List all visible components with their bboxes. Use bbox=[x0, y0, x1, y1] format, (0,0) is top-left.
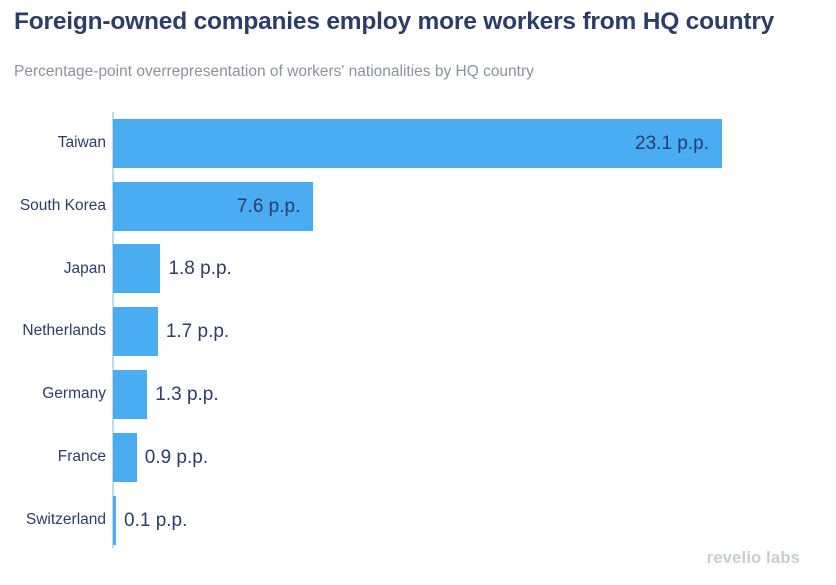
category-label: France bbox=[57, 447, 106, 465]
revelio-labs-logo: revelio labs bbox=[706, 549, 800, 567]
value-label: 1.3 p.p. bbox=[155, 384, 219, 406]
bar bbox=[113, 118, 722, 168]
chart-title: Foreign-owned companies employ more work… bbox=[14, 8, 775, 35]
plot-area: 1.3 p.p. bbox=[113, 363, 836, 426]
category-label: South Korea bbox=[19, 196, 106, 214]
bar-chart: Taiwan 23.1 p.p. South Korea 7.6 p.p. Japan 1… bbox=[0, 112, 836, 554]
plot-area: 1.7 p.p. bbox=[113, 300, 836, 363]
bar bbox=[113, 181, 314, 231]
category-label: Germany bbox=[42, 385, 106, 403]
category-label: Switzerland bbox=[25, 510, 106, 528]
chart-subtitle: Percentage-point overrepresentation of w… bbox=[14, 63, 534, 80]
plot-area: 0.9 p.p. bbox=[113, 426, 836, 489]
bar-row-japan: Japan 1.8 p.p. bbox=[0, 238, 836, 301]
bar-row-netherlands: Netherlands 1.7 p.p. bbox=[0, 300, 836, 363]
bar bbox=[113, 244, 161, 294]
category-label: Netherlands bbox=[22, 322, 106, 340]
value-label: 0.9 p.p. bbox=[144, 446, 209, 468]
bar-row-south-korea: South Korea 7.6 p.p. bbox=[0, 175, 836, 238]
value-label: 23.1 p.p. bbox=[635, 132, 709, 154]
plot-area: 0.1 p.p. bbox=[113, 489, 836, 552]
plot-area: 7.6 p.p. bbox=[113, 175, 836, 238]
bar-row-germany: Germany 1.3 p.p. bbox=[0, 363, 836, 426]
bar bbox=[113, 495, 116, 545]
bar-row-switzerland: Switzerland 0.1 p.p. bbox=[0, 489, 836, 552]
category-label: Japan bbox=[63, 259, 106, 277]
plot-area: 23.1 p.p. bbox=[113, 112, 836, 175]
bar-row-france: France 0.9 p.p. bbox=[0, 426, 836, 489]
value-label: 1.8 p.p. bbox=[168, 258, 232, 280]
value-label: 0.1 p.p. bbox=[124, 509, 188, 531]
bar bbox=[113, 370, 148, 420]
value-label: 7.6 p.p. bbox=[236, 195, 301, 217]
plot-area: 1.8 p.p. bbox=[113, 238, 836, 301]
bar bbox=[113, 307, 158, 357]
value-label: 1.7 p.p. bbox=[165, 321, 230, 343]
bar-row-taiwan: Taiwan 23.1 p.p. bbox=[0, 112, 836, 175]
bar bbox=[113, 432, 137, 482]
category-label: Taiwan bbox=[57, 134, 106, 151]
